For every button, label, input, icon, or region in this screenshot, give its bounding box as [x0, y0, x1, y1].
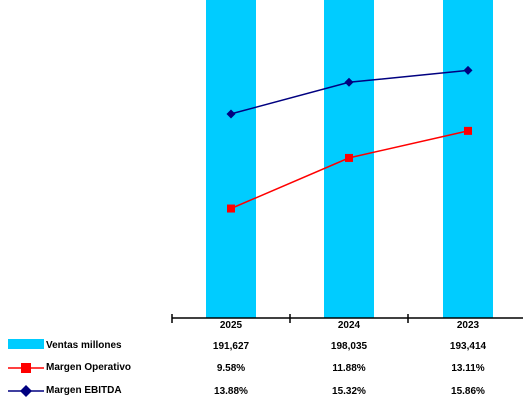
margen-operativo-point — [345, 153, 353, 162]
legend-label: Margen EBITDA — [46, 385, 122, 396]
x-tick-label: 2025 — [220, 320, 243, 331]
table-value: 13.88% — [214, 386, 248, 397]
x-tick-label: 2023 — [457, 320, 480, 331]
data-table: 2025 2024 2023 Ventas millones 191,627 198,03… — [8, 320, 487, 397]
table-value: 198,035 — [331, 341, 368, 352]
table-value: 193,414 — [450, 341, 487, 352]
margen-operativo-point — [464, 126, 472, 135]
legend-key-ventas — [8, 339, 44, 349]
bar-2023 — [443, 0, 493, 318]
bar-2025 — [206, 0, 256, 319]
legend-label: Margen Operativo — [46, 362, 131, 373]
x-axis — [171, 314, 523, 323]
margen-ebitda-point — [463, 65, 473, 75]
margen-operativo-point — [227, 204, 235, 213]
margen-ebitda-point — [344, 77, 354, 87]
legend-label: Ventas millones — [46, 340, 122, 351]
table-value: 15.86% — [451, 386, 485, 397]
x-tick-label: 2024 — [338, 320, 361, 331]
margen-ebitda-point — [226, 109, 236, 119]
table-value: 191,627 — [213, 341, 250, 352]
legend-key-marker-ebitda — [20, 385, 32, 397]
legend-key-marker-operativo — [21, 363, 31, 373]
table-value: 9.58% — [217, 363, 245, 374]
lines-layer — [226, 65, 473, 213]
table-value: 15.32% — [332, 386, 366, 397]
table-value: 11.88% — [332, 363, 365, 374]
table-value: 13.11% — [451, 363, 484, 374]
